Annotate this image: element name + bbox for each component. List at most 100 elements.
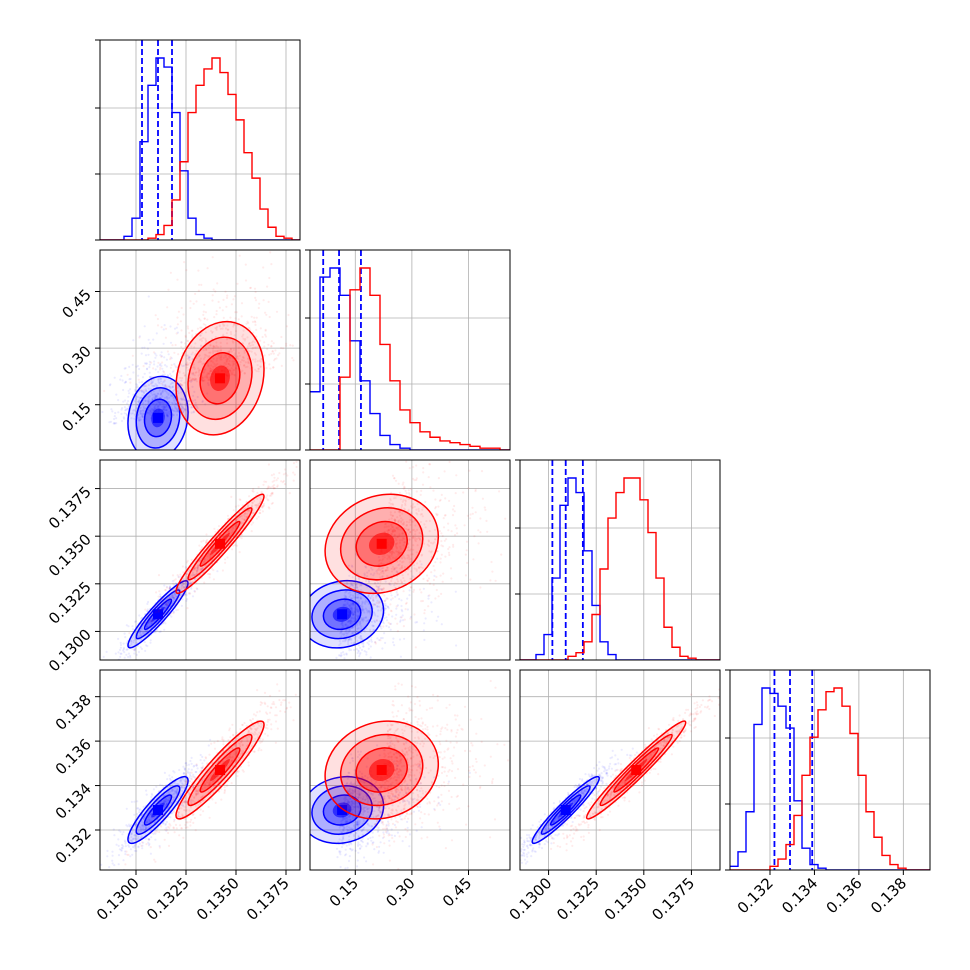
sample-point bbox=[168, 586, 171, 589]
sample-point bbox=[209, 344, 212, 347]
sample-point bbox=[226, 328, 229, 331]
sample-point bbox=[240, 537, 243, 540]
sample-point bbox=[220, 358, 223, 361]
sample-point bbox=[120, 374, 123, 378]
sample-point bbox=[203, 353, 206, 356]
sample-point bbox=[244, 361, 247, 364]
sample-point bbox=[387, 613, 390, 616]
sample-point bbox=[176, 574, 179, 577]
sample-point bbox=[181, 397, 184, 401]
sample-point bbox=[189, 380, 193, 383]
sample-point bbox=[249, 286, 252, 289]
sample-point bbox=[443, 514, 446, 517]
sample-point bbox=[111, 854, 114, 857]
sample-point bbox=[206, 392, 209, 395]
sample-point bbox=[438, 530, 441, 533]
sample-point bbox=[471, 506, 474, 509]
sample-point bbox=[144, 649, 147, 653]
sample-point bbox=[194, 770, 197, 774]
sample-point bbox=[361, 665, 363, 667]
sample-point bbox=[504, 517, 507, 520]
sample-point bbox=[404, 608, 407, 611]
sample-point bbox=[171, 385, 175, 388]
sample-point bbox=[203, 317, 206, 320]
sample-point bbox=[185, 408, 188, 411]
sample-point bbox=[204, 339, 207, 342]
sample-point bbox=[254, 346, 257, 349]
sample-point bbox=[401, 483, 404, 486]
sample-point bbox=[467, 487, 470, 490]
sample-point bbox=[212, 345, 215, 348]
sample-point bbox=[228, 351, 231, 354]
sample-point bbox=[175, 332, 178, 335]
sample-point bbox=[144, 388, 147, 391]
sample-point bbox=[143, 372, 146, 375]
sample-point bbox=[191, 378, 194, 381]
sample-point bbox=[148, 371, 151, 374]
sample-point bbox=[370, 640, 373, 643]
sample-point bbox=[491, 570, 494, 573]
sample-point bbox=[121, 379, 124, 382]
sample-point bbox=[213, 362, 216, 366]
sample-point bbox=[115, 393, 118, 396]
histogram-series-0 bbox=[520, 460, 720, 660]
sample-point bbox=[94, 668, 96, 670]
sample-point bbox=[138, 399, 141, 402]
sample-point bbox=[159, 366, 162, 369]
sample-point bbox=[196, 566, 199, 570]
sample-point bbox=[211, 361, 215, 364]
sample-point bbox=[179, 404, 182, 407]
sample-point bbox=[150, 795, 153, 799]
sample-point bbox=[358, 653, 361, 656]
sample-point bbox=[208, 354, 211, 358]
sample-point bbox=[209, 370, 212, 373]
sample-point bbox=[248, 342, 251, 345]
sample-point bbox=[232, 325, 235, 328]
sample-point bbox=[213, 741, 216, 744]
sample-point bbox=[252, 343, 255, 346]
sample-point bbox=[440, 544, 443, 547]
sample-point bbox=[272, 701, 275, 704]
sample-point bbox=[190, 411, 193, 414]
sample-point bbox=[111, 410, 114, 413]
sample-point bbox=[170, 615, 173, 618]
sample-point bbox=[120, 848, 123, 851]
sample-point bbox=[193, 367, 196, 370]
sample-point bbox=[213, 316, 216, 319]
sample-point bbox=[209, 370, 212, 373]
sample-point bbox=[199, 357, 202, 360]
sample-point bbox=[178, 370, 181, 373]
sample-point bbox=[136, 807, 139, 810]
sample-point bbox=[269, 251, 272, 254]
sample-point bbox=[138, 398, 141, 401]
sample-point bbox=[118, 668, 120, 670]
sample-point bbox=[187, 363, 190, 366]
sample-point bbox=[139, 634, 142, 637]
sample-point bbox=[289, 344, 292, 347]
sample-point bbox=[252, 521, 255, 524]
sample-point bbox=[192, 765, 195, 768]
sample-point bbox=[164, 327, 168, 330]
panel-frame bbox=[99, 249, 301, 451]
sample-point bbox=[138, 335, 141, 338]
sample-point bbox=[197, 361, 200, 364]
sample-point bbox=[157, 625, 160, 628]
sample-point bbox=[230, 367, 233, 370]
sample-point bbox=[436, 557, 439, 560]
sample-point bbox=[444, 497, 447, 500]
sample-point bbox=[255, 316, 258, 319]
sample-point bbox=[236, 282, 239, 285]
sample-point bbox=[147, 338, 150, 341]
sample-point bbox=[120, 408, 123, 411]
sample-point bbox=[157, 361, 160, 364]
sample-point bbox=[194, 292, 197, 295]
sample-point bbox=[162, 408, 165, 411]
sample-point bbox=[385, 624, 388, 628]
sample-point bbox=[182, 364, 186, 367]
sample-point bbox=[173, 596, 176, 599]
sample-point bbox=[240, 302, 244, 305]
sample-point bbox=[181, 403, 184, 406]
sample-point bbox=[433, 569, 436, 572]
sample-point bbox=[448, 499, 451, 502]
sample-point bbox=[170, 381, 173, 384]
